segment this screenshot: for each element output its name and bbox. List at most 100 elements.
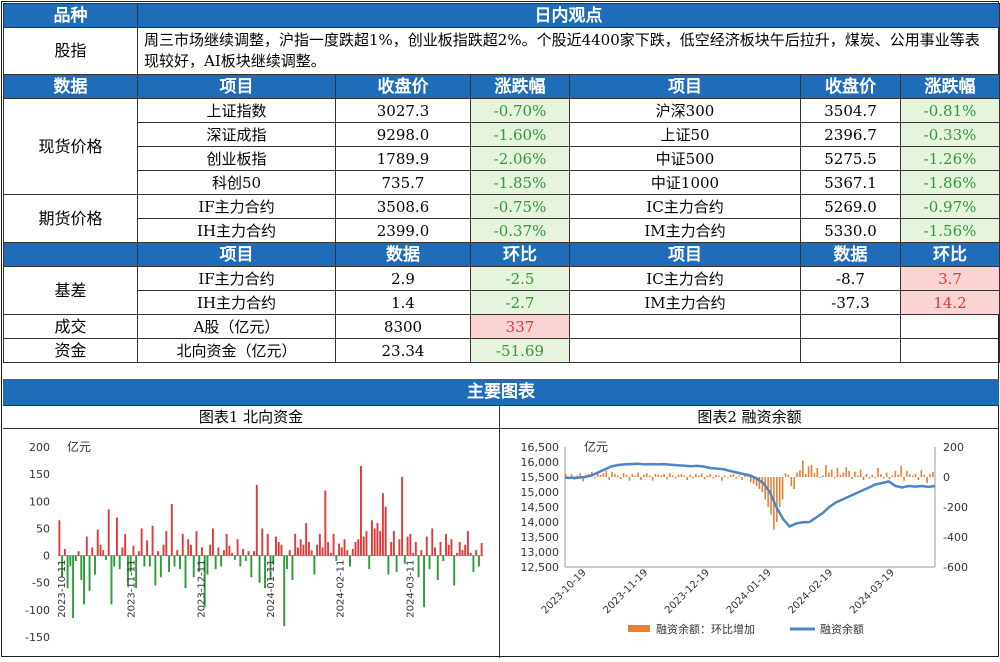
bar bbox=[321, 547, 324, 556]
bar bbox=[689, 474, 691, 477]
bar bbox=[914, 474, 917, 477]
bar bbox=[645, 473, 648, 477]
y-tick-label: 150 bbox=[29, 468, 50, 481]
bar bbox=[69, 555, 72, 567]
bar bbox=[862, 477, 865, 480]
bar bbox=[294, 533, 297, 556]
bar bbox=[643, 474, 645, 477]
bar bbox=[395, 555, 398, 572]
bar bbox=[80, 555, 83, 580]
bar bbox=[903, 477, 905, 481]
bar bbox=[480, 543, 483, 556]
bar bbox=[173, 555, 176, 567]
bar bbox=[184, 555, 187, 589]
table-row: IH主力合约 1.4 -2.7 IM主力合约 -37.3 14.2 bbox=[4, 290, 1000, 315]
bar bbox=[715, 474, 717, 477]
bar bbox=[929, 474, 931, 477]
data-table: 品种 日内观点 股指 周三市场继续调整，沪指一度跌超1%，创业板指跌超2%。个股… bbox=[3, 3, 1000, 363]
y-tick-label: -100 bbox=[25, 604, 50, 617]
bar bbox=[217, 547, 220, 556]
bar bbox=[157, 551, 160, 556]
bar bbox=[565, 474, 567, 477]
bar bbox=[148, 555, 151, 567]
bar bbox=[412, 552, 415, 556]
bar bbox=[602, 473, 605, 477]
bar bbox=[582, 477, 584, 482]
basis-label: 基差 bbox=[3, 266, 138, 315]
bar bbox=[804, 474, 807, 477]
bar bbox=[622, 473, 625, 477]
bar bbox=[631, 474, 634, 477]
bar bbox=[784, 473, 787, 477]
bar bbox=[272, 555, 275, 564]
bar bbox=[807, 466, 810, 477]
bar bbox=[461, 550, 464, 556]
bar bbox=[332, 533, 335, 556]
bar bbox=[605, 471, 608, 477]
bar bbox=[877, 468, 879, 477]
bar bbox=[244, 555, 247, 561]
bar bbox=[88, 555, 91, 591]
bar bbox=[83, 555, 86, 605]
bar bbox=[115, 517, 118, 556]
legend-label-bar: 融资余额：环比增加 bbox=[656, 622, 755, 636]
bar bbox=[738, 475, 741, 477]
bar bbox=[151, 525, 154, 556]
bar bbox=[628, 477, 631, 481]
bar bbox=[906, 471, 908, 477]
bar bbox=[683, 475, 686, 477]
bar bbox=[360, 466, 362, 556]
bar bbox=[74, 555, 77, 561]
x-tick-label: 2024-01-11 bbox=[266, 560, 277, 618]
bar bbox=[900, 465, 902, 477]
bar bbox=[420, 550, 423, 556]
futures-price-label: 期货价格 bbox=[3, 194, 138, 243]
bar bbox=[143, 555, 146, 567]
bar bbox=[634, 475, 636, 477]
x-tick-label: 2023-12-19 bbox=[663, 567, 712, 616]
table-row: IH主力合约 2399.0 -0.37% IM主力合约 5330.0 -1.56… bbox=[4, 218, 1000, 243]
bar bbox=[146, 540, 149, 556]
bar bbox=[735, 477, 738, 479]
table-row: 现货价格 上证指数 3027.3 -0.70% 沪深300 3504.7 -0.… bbox=[3, 98, 1000, 195]
bar bbox=[165, 531, 168, 556]
x-tick-label: 2024-03-11 bbox=[405, 560, 416, 618]
y-left-tick-label: 13,000 bbox=[521, 546, 560, 559]
bar bbox=[833, 477, 836, 479]
bar bbox=[436, 555, 439, 580]
bar bbox=[283, 555, 286, 627]
bar bbox=[576, 475, 579, 477]
bar bbox=[222, 550, 225, 556]
bar bbox=[453, 555, 456, 586]
bar bbox=[340, 547, 343, 556]
table-row: 期货价格 IF主力合约 3508.6 -0.75% IC主力合约 5269.0 … bbox=[3, 194, 1000, 243]
bar bbox=[920, 470, 923, 477]
table-row: 深证成指 9298.0 -1.60% 上证50 2396.7 -0.33% bbox=[4, 122, 1000, 147]
bar bbox=[72, 555, 75, 618]
bar bbox=[455, 552, 458, 556]
bar bbox=[781, 477, 784, 500]
bar bbox=[851, 477, 853, 480]
bar bbox=[417, 555, 420, 578]
bar bbox=[398, 539, 401, 556]
bar bbox=[203, 555, 206, 608]
bar bbox=[891, 475, 894, 477]
bar bbox=[836, 468, 839, 477]
bar bbox=[187, 539, 190, 556]
category-header: 品种 bbox=[3, 3, 138, 28]
bar bbox=[596, 472, 599, 477]
bar bbox=[206, 555, 209, 575]
bar bbox=[198, 555, 201, 572]
bar bbox=[239, 555, 242, 567]
bar bbox=[842, 472, 845, 477]
bar bbox=[209, 544, 212, 556]
bar bbox=[614, 474, 616, 477]
y-left-tick-label: 14,500 bbox=[521, 501, 560, 514]
bar bbox=[335, 555, 338, 561]
y-right-tick-label: -200 bbox=[943, 501, 968, 514]
bar bbox=[865, 474, 868, 477]
bar bbox=[236, 539, 239, 556]
bar bbox=[859, 469, 862, 477]
bar bbox=[908, 474, 911, 477]
table-row: 科创50 735.7 -1.85% 中证1000 5367.1 -1.86% bbox=[4, 170, 1000, 195]
